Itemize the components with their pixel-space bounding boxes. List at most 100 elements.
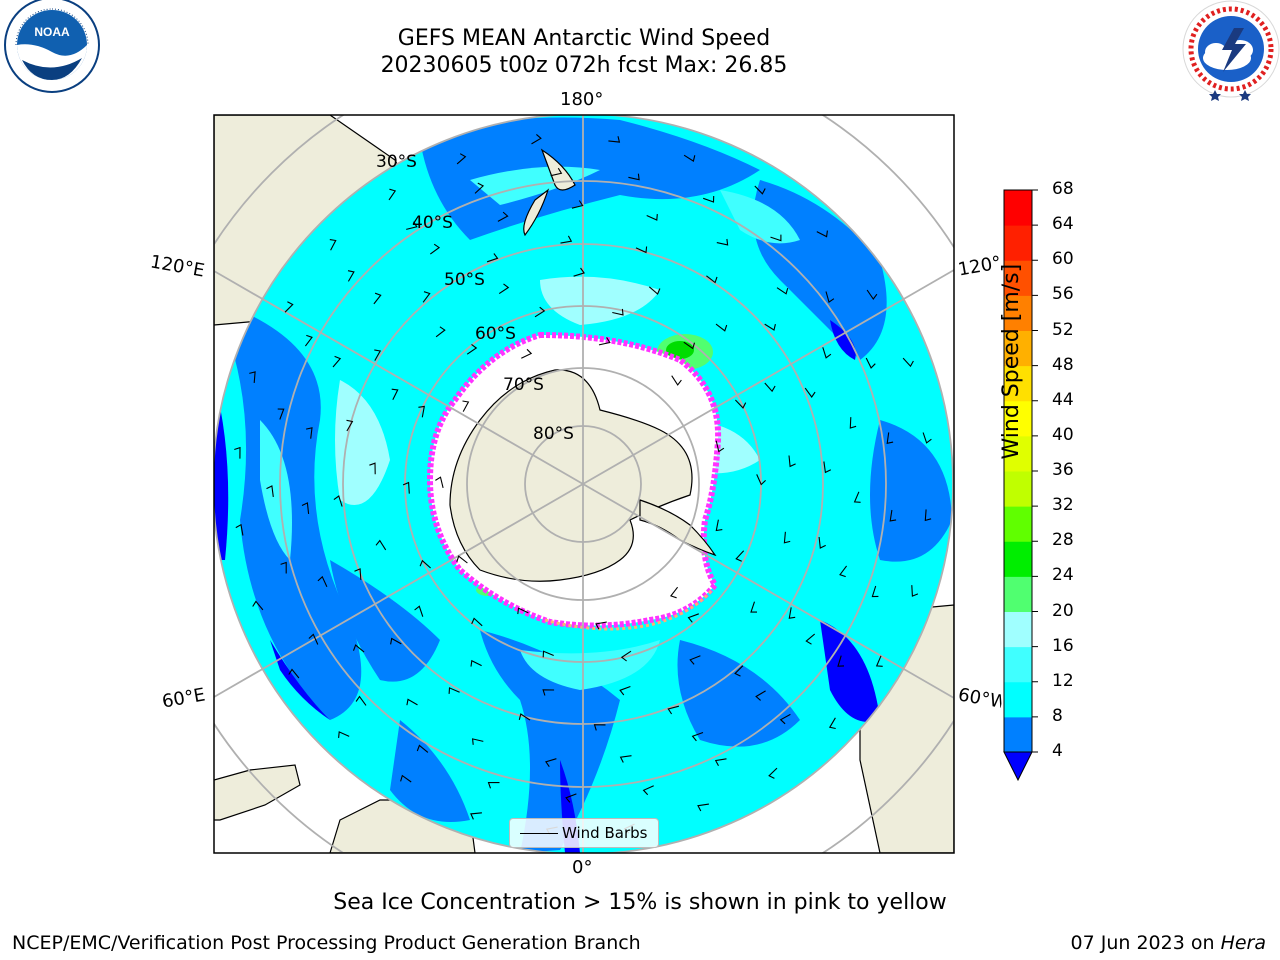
colorbar-segment [1004, 611, 1032, 648]
wind-barb [542, 689, 555, 696]
wind-barb [545, 758, 557, 768]
wind-barb [889, 509, 897, 522]
wind-barb [470, 659, 482, 667]
wind-barb [284, 301, 294, 313]
wind-barb [352, 644, 365, 653]
colorbar-tick-label: 16 [1052, 635, 1074, 656]
wind-barb [849, 417, 857, 429]
wind-barb [474, 182, 485, 194]
lat-label-80s: 80°S [533, 424, 574, 444]
wind-barb [308, 633, 319, 645]
wind-barb [400, 774, 412, 783]
colorbar-segment [1004, 365, 1032, 402]
wind-barb [329, 239, 337, 251]
wind-barb [573, 267, 585, 277]
wind-barb [770, 234, 782, 242]
footer-date: 07 Jun 2023 on Hera [1071, 932, 1266, 954]
wind-barb [531, 133, 542, 145]
wind-barb [788, 607, 796, 619]
wind-barb [497, 211, 509, 222]
wind-barb [550, 167, 563, 177]
wind-barb [703, 195, 715, 203]
wind-barb [715, 519, 723, 532]
lat-label-30s: 30°S [376, 152, 417, 172]
new-zealand-south-land [523, 188, 550, 237]
wind-barb [414, 605, 424, 617]
colorbar-segment [1004, 681, 1032, 718]
wind-barb [277, 408, 285, 420]
upper-right-land [840, 115, 954, 200]
colorbar-tick-label: 8 [1052, 705, 1063, 726]
wind-barb [373, 292, 382, 305]
colorbar-tick-label: 36 [1052, 460, 1074, 480]
colorbar-tick-label: 44 [1052, 389, 1074, 410]
colorbar-tick-label: 60 [1052, 249, 1074, 270]
wind-barb [715, 440, 725, 453]
wind-barb [816, 230, 828, 238]
wind-barb [825, 291, 835, 303]
footer-date-text: 07 Jun 2023 on [1070, 932, 1221, 954]
colorbar-segment [1004, 471, 1032, 507]
wind-barb [266, 485, 274, 497]
wind-barb [374, 349, 382, 361]
wind-barb [818, 536, 826, 549]
wind-barb-legend-line [520, 833, 558, 834]
wind-barb [521, 348, 533, 359]
wind-barb [346, 419, 354, 432]
wind-barb [456, 555, 468, 564]
wind-barb [779, 713, 791, 725]
wind-barb [471, 617, 483, 627]
wind-barb [619, 685, 631, 696]
wind-barb [418, 405, 425, 418]
colorbar-segment [1004, 716, 1032, 753]
wind-barb [332, 355, 342, 368]
wind-barb [388, 188, 397, 201]
wind-barb [375, 539, 387, 551]
wind-barb [390, 637, 402, 645]
wind-barb [822, 347, 832, 359]
wind-barb [456, 153, 467, 165]
wind-barb [648, 286, 661, 295]
wind-barb [865, 357, 876, 369]
colorbar-segment [1004, 260, 1032, 296]
wind-barb [788, 455, 796, 468]
lon-label-180: 180° [560, 89, 604, 110]
wind-barb [691, 731, 704, 742]
wind-barb [768, 767, 778, 779]
colorbar-segment [1004, 646, 1032, 683]
lon-label-0: 0° [572, 857, 593, 878]
wind-barb [823, 461, 832, 474]
colorbar-tick-label: 64 [1052, 214, 1074, 235]
wind-barb [671, 375, 682, 386]
wind-barb [734, 665, 744, 677]
colorbar-tick-label: 68 [1052, 179, 1074, 199]
colorbar-tick-label: 28 [1052, 530, 1074, 551]
colorbar-tick-label: 52 [1052, 319, 1074, 340]
wind-barb [466, 343, 478, 355]
legend-label: Wind Barbs [562, 824, 648, 842]
wind-barb [620, 650, 632, 662]
wind-barb [735, 550, 745, 562]
noaa-logo: NOAA [4, 0, 100, 93]
wind-barb [406, 221, 418, 230]
wind-barb [391, 388, 399, 401]
antarctic-peninsula-land [639, 499, 717, 557]
wind-barb [755, 690, 766, 701]
wind-barb [593, 724, 606, 731]
wind-barb [435, 326, 446, 338]
wind-barb [837, 655, 845, 667]
wind-barb [689, 655, 701, 665]
wind-barb [338, 731, 350, 738]
colorbar-title: Wind Speed [m/s] [999, 263, 1025, 460]
wind-barb [369, 462, 376, 475]
colorbar-segment [1004, 330, 1032, 367]
wind-barb [416, 744, 429, 753]
footer-credit: NCEP/EMC/Verification Post Processing Pr… [12, 932, 641, 954]
wind-barb [517, 607, 529, 615]
wind-barb [866, 289, 878, 300]
wind-barb [429, 243, 441, 255]
wind-barb [886, 432, 894, 444]
wind-barb [470, 812, 482, 820]
map-frame [213, 114, 955, 854]
